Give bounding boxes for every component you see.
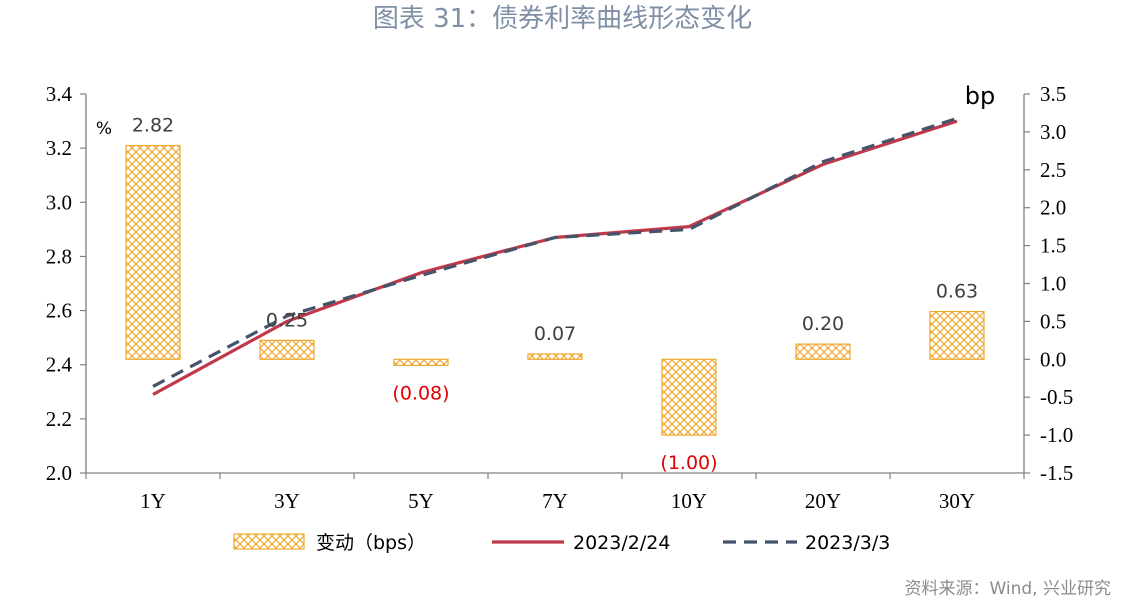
right-tick-label: -1.5 [1040, 461, 1073, 485]
right-unit-label: bp [965, 82, 995, 110]
left-unit-label: % [96, 119, 112, 139]
legend-label-series-2: 2023/3/3 [805, 532, 890, 554]
bar-change-3Y [259, 339, 315, 360]
x-tick-label: 1Y [140, 489, 166, 513]
bar-change-7Y [527, 353, 583, 360]
x-tick-label: 3Y [274, 489, 300, 513]
bar-change-1Y [125, 144, 181, 360]
data-labels: 2.82 0.25 (0.08) 0.07 (1.00) 0.20 0.63 [132, 115, 978, 475]
left-tick-label: 3.2 [46, 136, 72, 160]
bars [125, 144, 985, 436]
right-tick-label: -1.0 [1040, 423, 1073, 447]
bar-data-label: 0.20 [802, 313, 844, 335]
bar-change-10Y [661, 358, 717, 436]
x-tick-label: 10Y [671, 489, 707, 513]
right-tick-label: 2.5 [1040, 158, 1066, 182]
bar-data-label: 0.63 [936, 281, 978, 303]
bar-data-label: 2.82 [132, 115, 174, 137]
left-tick-label: 3.4 [46, 82, 73, 106]
right-tick-label: 3.0 [1040, 120, 1066, 144]
x-tick-label: 30Y [939, 489, 975, 513]
x-tick-label: 20Y [805, 489, 841, 513]
right-tick-label: 0.0 [1040, 347, 1066, 371]
legend-label-bar: 变动（bps） [316, 532, 426, 554]
chart-title: 图表 31：债券利率曲线形态变化 [372, 4, 753, 34]
bar-change-20Y [795, 343, 851, 360]
right-tick-label: 2.0 [1040, 196, 1066, 220]
left-tick-label: 2.8 [46, 244, 72, 268]
x-tick-label: 5Y [408, 489, 434, 513]
source-note: 资料来源：Wind, 兴业研究 [904, 579, 1111, 599]
legend: 变动（bps） 2023/2/24 2023/3/3 [233, 532, 890, 554]
left-tick-label: 2.2 [46, 407, 72, 431]
legend-label-series-1: 2023/2/24 [573, 532, 670, 554]
left-tick-label: 2.0 [46, 461, 72, 485]
bar-data-label: 0.25 [266, 309, 308, 331]
bar-data-label: (1.00) [660, 452, 717, 474]
left-tick-label: 2.4 [46, 353, 73, 377]
right-tick-label: 3.5 [1040, 82, 1066, 106]
legend-swatch-bar [233, 533, 305, 550]
right-tick-label: -0.5 [1040, 385, 1073, 409]
right-tick-label: 0.5 [1040, 309, 1066, 333]
axes: 2.0 2.2 2.4 2.6 2.8 3.0 3.2 3.4 -1.5 -1.0 -0.5 0.0 0… [46, 82, 1074, 513]
bar-change-30Y [929, 310, 985, 360]
bar-data-label: (0.08) [392, 382, 449, 404]
right-tick-label: 1.5 [1040, 234, 1066, 258]
right-tick-label: 1.0 [1040, 272, 1066, 296]
bar-change-5Y [393, 358, 449, 366]
x-tick-label: 7Y [542, 489, 568, 513]
left-tick-label: 3.0 [46, 190, 72, 214]
lines [152, 116, 958, 396]
left-tick-label: 2.6 [46, 299, 72, 323]
bar-data-label: 0.07 [534, 323, 576, 345]
series-line-2 [152, 116, 958, 388]
